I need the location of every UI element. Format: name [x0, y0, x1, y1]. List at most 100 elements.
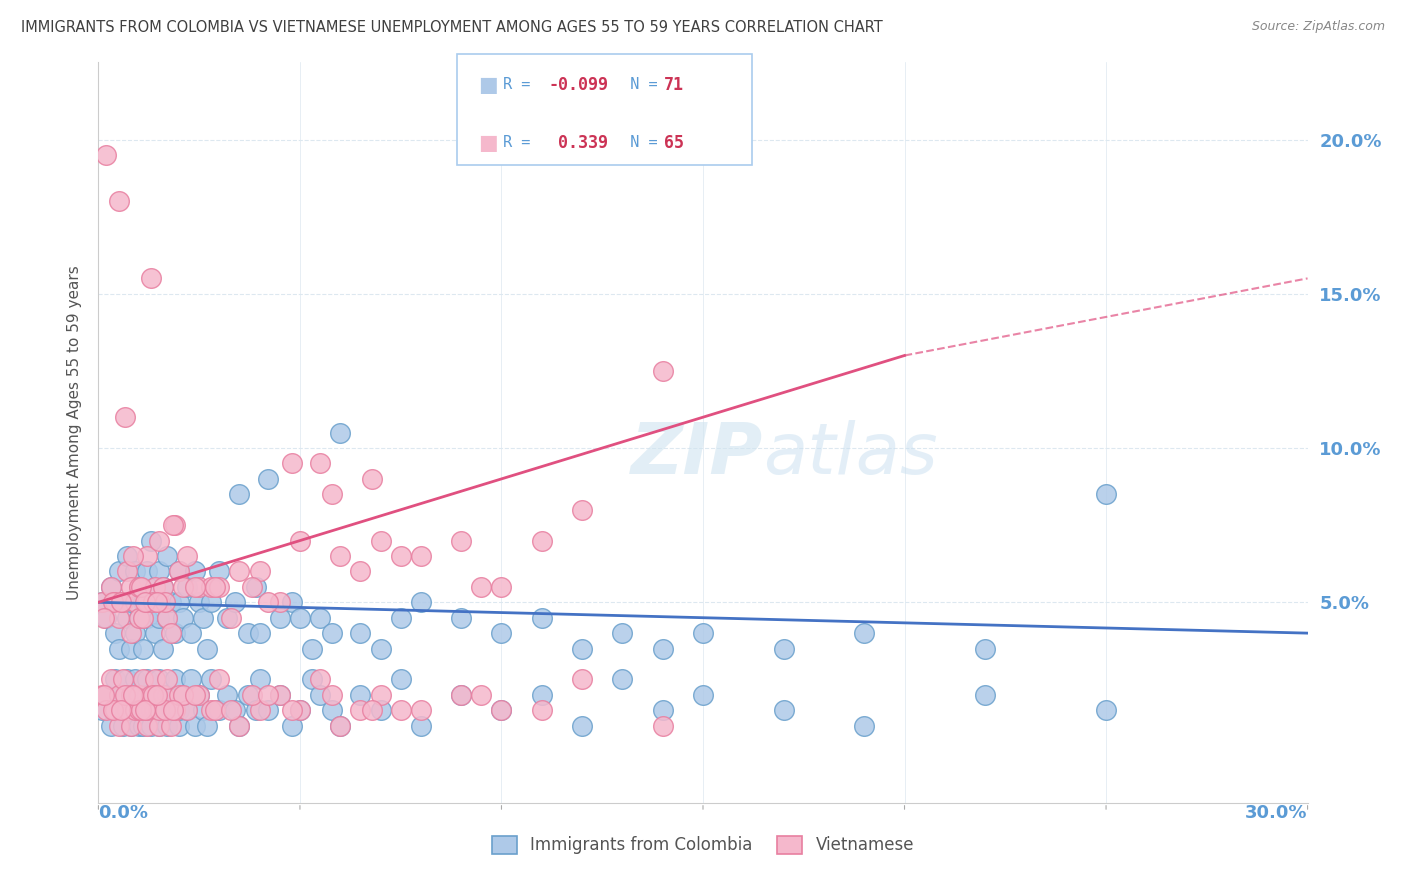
Point [132, 673, 155, 687]
Point [974, 688, 997, 702]
Point [236, 688, 259, 702]
Point [281, 703, 304, 717]
Point [281, 719, 304, 733]
Point [188, 688, 211, 702]
Point [129, 703, 152, 717]
Point [143, 703, 166, 717]
Point [349, 626, 371, 640]
Text: 65: 65 [664, 134, 683, 152]
Point [288, 533, 311, 548]
Point [530, 611, 553, 625]
Point [349, 565, 371, 579]
Point [370, 703, 392, 717]
Point [114, 410, 136, 425]
Point [450, 688, 472, 702]
Point [329, 719, 352, 733]
Point [651, 703, 673, 717]
Point [111, 673, 134, 687]
Point [853, 719, 876, 733]
Point [409, 703, 432, 717]
Point [91, 595, 114, 609]
Point [530, 688, 553, 702]
Point [152, 688, 174, 702]
Point [135, 719, 157, 733]
Point [156, 719, 179, 733]
Point [240, 688, 263, 702]
Point [228, 565, 250, 579]
Point [103, 626, 125, 640]
Point [249, 626, 271, 640]
Point [188, 580, 211, 594]
Point [132, 641, 155, 656]
Point [200, 673, 222, 687]
Point [160, 626, 183, 640]
Point [134, 703, 156, 717]
Point [107, 611, 129, 625]
Text: 71: 71 [664, 76, 683, 94]
Point [114, 688, 136, 702]
Point [491, 626, 513, 640]
Point [491, 703, 513, 717]
Text: IMMIGRANTS FROM COLOMBIA VS VIETNAMESE UNEMPLOYMENT AMONG AGES 55 TO 59 YEARS CO: IMMIGRANTS FROM COLOMBIA VS VIETNAMESE U… [21, 20, 883, 35]
Point [329, 719, 352, 733]
Point [163, 626, 186, 640]
Point [491, 580, 513, 594]
Point [1095, 703, 1118, 717]
Point [110, 703, 132, 717]
Point [409, 549, 432, 563]
Y-axis label: Unemployment Among Ages 55 to 59 years: Unemployment Among Ages 55 to 59 years [66, 265, 82, 600]
Point [249, 673, 271, 687]
Point [651, 719, 673, 733]
Point [180, 673, 202, 687]
Point [309, 611, 332, 625]
Point [228, 487, 250, 501]
Point [228, 719, 250, 733]
Point [111, 719, 134, 733]
Point [96, 611, 118, 625]
Point [176, 703, 198, 717]
Point [124, 703, 146, 717]
Point [115, 611, 138, 625]
Point [269, 595, 291, 609]
Point [184, 688, 207, 702]
Point [370, 533, 392, 548]
Point [115, 703, 138, 717]
Point [204, 703, 226, 717]
Point [208, 703, 231, 717]
Point [450, 611, 472, 625]
Point [176, 549, 198, 563]
Point [180, 626, 202, 640]
Point [172, 580, 194, 594]
Point [236, 626, 259, 640]
Point [245, 703, 267, 717]
Point [148, 533, 170, 548]
Point [148, 673, 170, 687]
Point [269, 688, 291, 702]
Point [389, 611, 412, 625]
Point [156, 611, 179, 625]
Point [107, 194, 129, 209]
Point [1095, 487, 1118, 501]
Point [228, 719, 250, 733]
Point [107, 565, 129, 579]
Point [370, 688, 392, 702]
Point [91, 595, 114, 609]
Point [135, 611, 157, 625]
Point [571, 641, 593, 656]
Point [128, 611, 150, 625]
Point [288, 611, 311, 625]
Point [224, 703, 246, 717]
Point [160, 719, 183, 733]
Text: atlas: atlas [763, 420, 938, 490]
Point [156, 688, 179, 702]
Point [651, 641, 673, 656]
Point [167, 565, 190, 579]
Point [172, 688, 194, 702]
Point [692, 626, 714, 640]
Point [103, 595, 125, 609]
Point [135, 565, 157, 579]
Point [100, 673, 122, 687]
Point [281, 457, 304, 471]
Point [409, 595, 432, 609]
Point [167, 595, 190, 609]
